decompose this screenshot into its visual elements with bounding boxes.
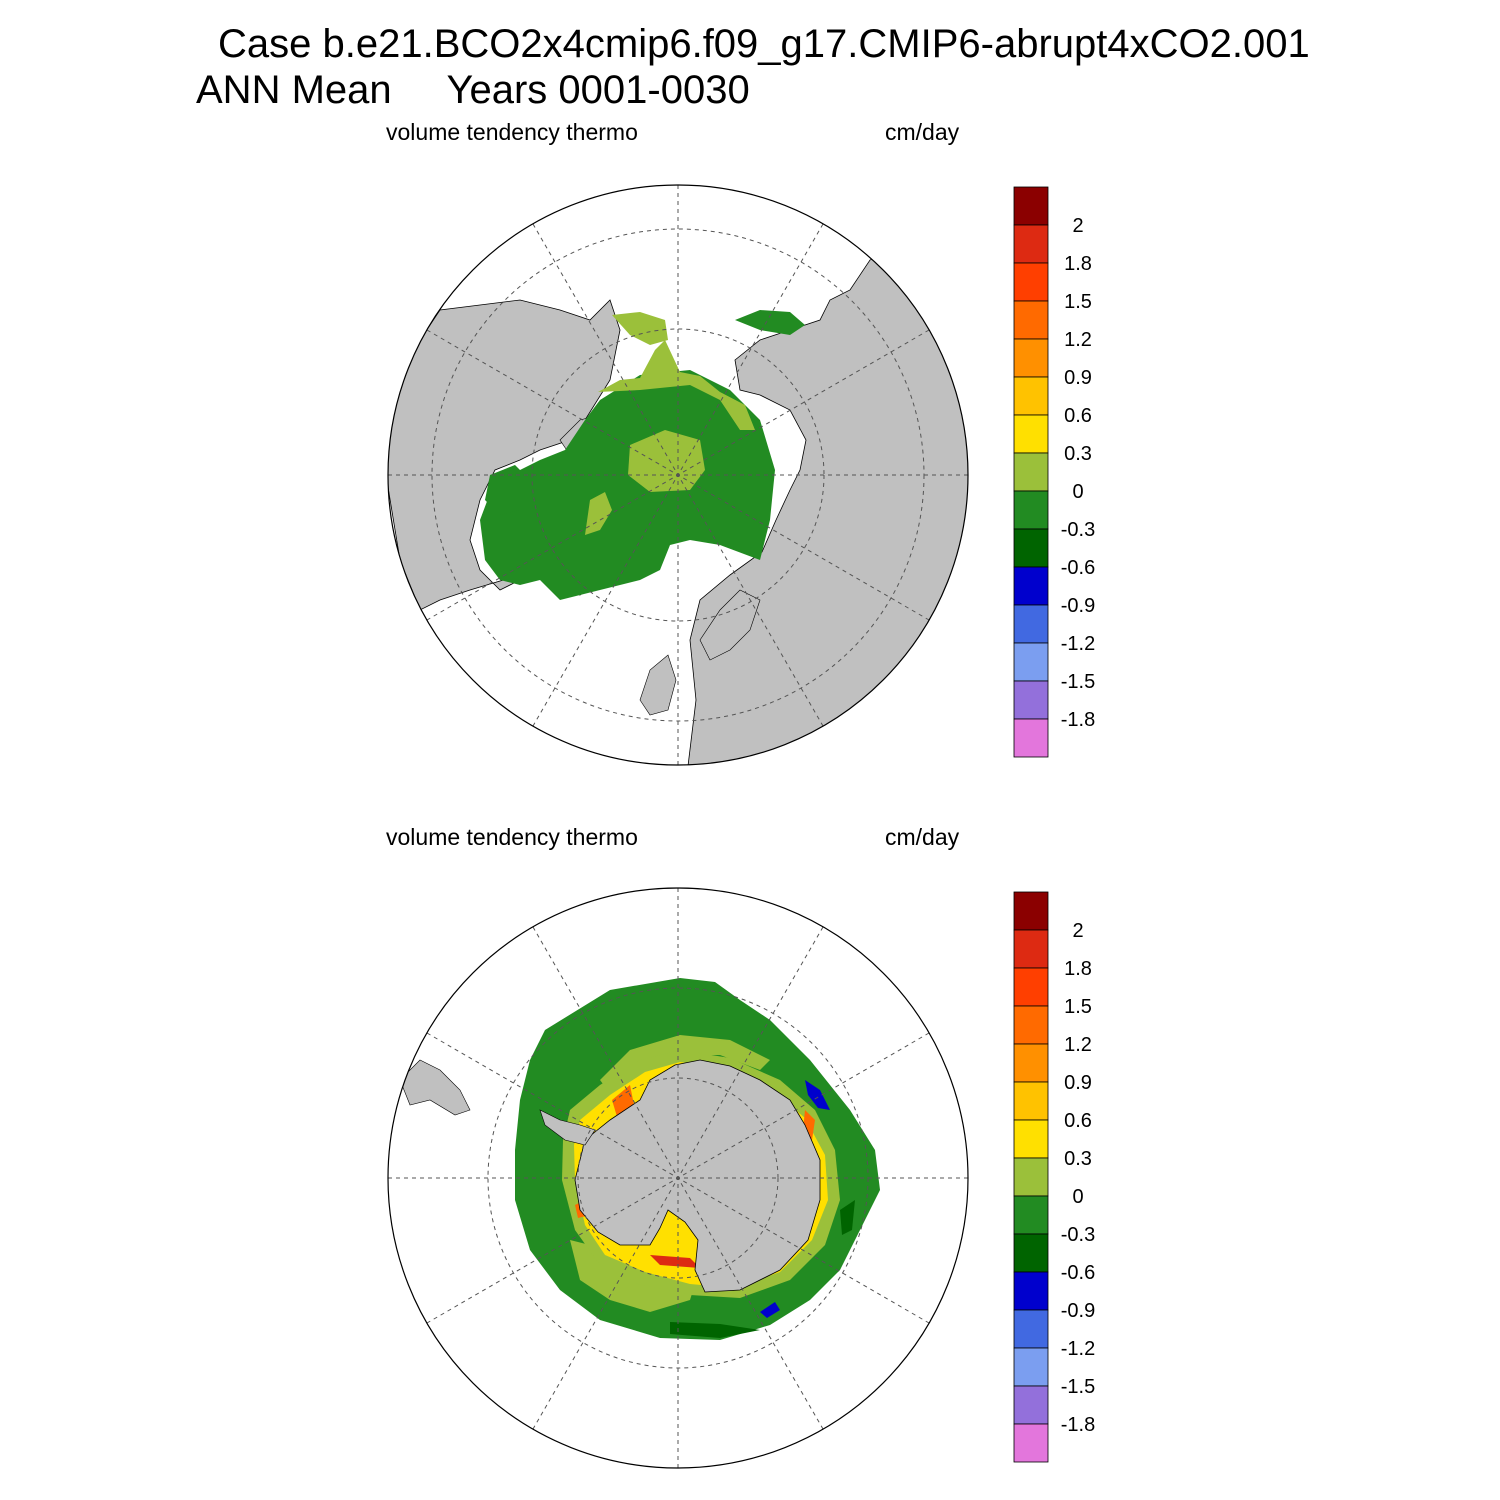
south-colorbar-label: 2 [1072, 920, 1083, 942]
south-colorbar-label: -1.8 [1061, 1414, 1095, 1436]
south-ice-weddell-light [600, 1035, 770, 1100]
north-units-label: cm/day [885, 119, 960, 145]
south-variable-label: volume tendency thermo [386, 824, 638, 850]
south-land-south-america [399, 1059, 471, 1116]
north-colorbar-label: 1.8 [1064, 253, 1092, 275]
north-colorbar-label: 1.2 [1064, 329, 1092, 351]
south-ice-dark-band [670, 1200, 855, 1338]
north-colorbar-label: -0.6 [1061, 557, 1095, 579]
north-colorbar-box [1013, 300, 1049, 340]
south-colorbar-box [1013, 891, 1049, 931]
south-colorbar-box [1013, 1081, 1049, 1121]
south-colorbar-box [1013, 967, 1049, 1007]
south-ice-hotspot-red [650, 1255, 700, 1268]
south-colorbar-label: 0.9 [1064, 1072, 1092, 1094]
south-colorbar-box [1013, 1233, 1049, 1273]
south-land-antarctica [574, 1059, 821, 1293]
north-ice-bering-light [612, 312, 668, 345]
south-colorbar-label: -0.3 [1061, 1224, 1095, 1246]
north-ice-okhotsk [735, 310, 805, 335]
north-colorbar-label: -1.8 [1061, 709, 1095, 731]
north-colorbar-label: 0.9 [1064, 367, 1092, 389]
south-colorbar-box [1013, 929, 1049, 969]
north-colorbar-label: 0.3 [1064, 443, 1092, 465]
south-colorbar-box [1013, 1195, 1049, 1235]
south-colorbar: 2 1.8 1.5 1.2 0.9 0.6 0.3 0 -0.3 -0.6 -0.9 -1.2 -1.5… [1013, 891, 1095, 1463]
south-colorbar-label: 0.6 [1064, 1110, 1092, 1132]
south-graticule [388, 888, 968, 1468]
north-colorbar-box [1013, 566, 1049, 606]
north-colorbar-label: 0.6 [1064, 405, 1092, 427]
north-colorbar-box [1013, 376, 1049, 416]
south-colorbar-box [1013, 1005, 1049, 1045]
south-colorbar-label: -1.5 [1061, 1376, 1095, 1398]
south-colorbar-label: 0.3 [1064, 1148, 1092, 1170]
north-colorbar-box [1013, 718, 1049, 758]
north-ice-light-green-edge [598, 340, 755, 430]
north-variable-label: volume tendency thermo [386, 119, 638, 145]
south-colorbar-box [1013, 1347, 1049, 1387]
north-colorbar-box [1013, 604, 1049, 644]
north-polar-map [387, 184, 969, 766]
north-colorbar-label: -1.5 [1061, 671, 1095, 693]
south-colorbar-box [1013, 1043, 1049, 1083]
south-colorbar-box [1013, 1385, 1049, 1425]
north-colorbar-label: 1.5 [1064, 291, 1092, 313]
north-colorbar-label: -0.3 [1061, 519, 1095, 541]
north-colorbar-label: -0.9 [1061, 595, 1095, 617]
south-colorbar-label: -0.9 [1061, 1300, 1095, 1322]
north-map-border [387, 184, 969, 766]
north-colorbar-box [1013, 680, 1049, 720]
north-colorbar-box [1013, 528, 1049, 568]
south-land-peninsula [539, 1109, 596, 1146]
north-colorbar-box [1013, 186, 1049, 226]
south-colorbar-box [1013, 1119, 1049, 1159]
north-colorbar-box [1013, 490, 1049, 530]
north-colorbar-box [1013, 262, 1049, 302]
south-colorbar-label: -0.6 [1061, 1262, 1095, 1284]
south-colorbar-box [1013, 1423, 1049, 1463]
south-ice-blue-patch [760, 1080, 830, 1318]
north-ice-hudson [485, 465, 530, 515]
south-colorbar-label: 1.5 [1064, 996, 1092, 1018]
north-colorbar-label: -1.2 [1061, 633, 1095, 655]
north-ice-light-green-baffin [585, 492, 612, 535]
south-colorbar-box [1013, 1157, 1049, 1197]
north-colorbar-box [1013, 224, 1049, 264]
north-land-uk-scandinavia [639, 589, 761, 716]
south-units-label: cm/day [885, 824, 960, 850]
north-colorbar-label: 2 [1072, 215, 1083, 237]
south-colorbar-label: -1.2 [1061, 1338, 1095, 1360]
south-colorbar-box [1013, 1309, 1049, 1349]
south-colorbar-label: 1.2 [1064, 1034, 1092, 1056]
figure-title-period: ANN Mean Years 0001-0030 [196, 68, 750, 112]
north-ice-light-green-core [628, 430, 705, 492]
south-colorbar-label: 1.8 [1064, 958, 1092, 980]
south-polar-map [387, 887, 969, 1469]
north-graticule [388, 185, 968, 765]
south-colorbar-box [1013, 1271, 1049, 1311]
north-colorbar-box [1013, 642, 1049, 682]
north-colorbar-box [1013, 452, 1049, 492]
south-colorbar-label: 0 [1072, 1186, 1083, 1208]
north-colorbar-label: 0 [1072, 481, 1083, 503]
figure-title-case: Case b.e21.BCO2x4cmip6.f09_g17.CMIP6-abr… [218, 22, 1310, 66]
north-colorbar-box [1013, 414, 1049, 454]
north-colorbar: 2 1.8 1.5 1.2 0.9 0.6 0.3 0 -0.3 -0.6 -0.9 -1.2 -1.5… [1013, 186, 1095, 758]
north-colorbar-box [1013, 338, 1049, 378]
north-ice-dark-green [480, 370, 775, 600]
south-map-border [387, 887, 969, 1469]
